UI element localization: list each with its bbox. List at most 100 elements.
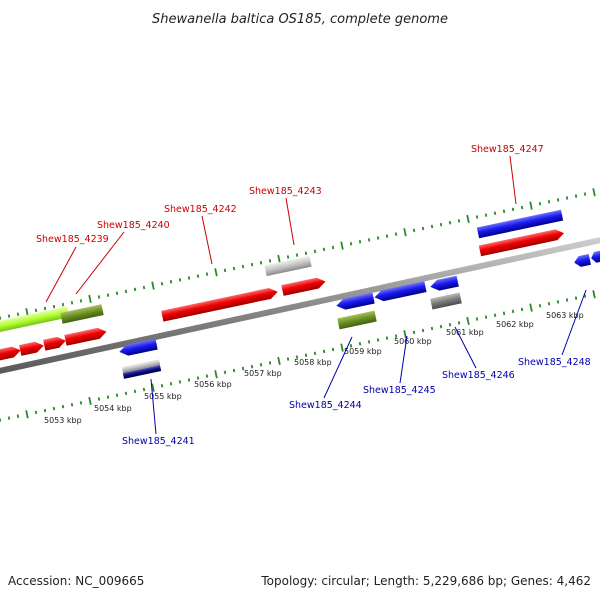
gene-label-forward: Shew185_4247: [471, 144, 544, 205]
minor-tick: [142, 285, 146, 290]
major-tick: [88, 294, 92, 304]
minor-tick: [196, 376, 200, 380]
minor-tick: [430, 326, 434, 331]
minor-tick: [133, 287, 137, 292]
other-feature: [122, 365, 162, 379]
major-tick: [466, 316, 470, 326]
upper-tick-ring: [0, 188, 596, 320]
minor-tick: [16, 414, 20, 418]
gene-name: Shew185_4241: [122, 436, 195, 447]
minor-tick: [331, 245, 335, 250]
minor-tick: [268, 259, 272, 263]
rna-feature: [264, 255, 312, 277]
cds-reverse-arrow: [574, 253, 591, 267]
minor-tick: [583, 192, 587, 196]
minor-tick: [241, 264, 245, 269]
major-tick: [88, 396, 92, 406]
scale-label: 5059 kbp: [344, 347, 382, 356]
minor-tick: [313, 249, 317, 254]
leader-line: [75, 231, 125, 295]
scale-label: 5054 kbp: [94, 404, 132, 413]
accession-label: Accession: NC_009665: [8, 574, 145, 588]
backbone-line: [0, 237, 600, 374]
leader-line: [561, 289, 587, 356]
minor-tick: [385, 234, 389, 238]
other-feature: [60, 304, 104, 324]
minor-tick: [358, 240, 362, 244]
gene-label-reverse: Shew185_4246: [442, 326, 515, 381]
minor-tick: [574, 296, 578, 300]
minor-tick: [34, 308, 38, 313]
minor-tick: [583, 294, 587, 298]
minor-tick: [376, 236, 380, 240]
cds-reverse-arrow: [119, 338, 158, 356]
other-feature: [430, 292, 462, 310]
gene-label-reverse: Shew185_4245: [363, 335, 436, 396]
major-tick: [529, 201, 533, 210]
minor-tick: [322, 247, 326, 252]
minor-tick: [421, 328, 425, 333]
minor-tick: [160, 383, 164, 388]
minor-tick: [187, 378, 191, 382]
scale-label: 5056 kbp: [194, 380, 232, 389]
minor-tick: [538, 303, 542, 308]
minor-tick: [394, 334, 398, 338]
minor-tick: [223, 370, 227, 375]
minor-tick: [79, 401, 83, 405]
minor-tick: [52, 304, 56, 309]
leader-line: [45, 246, 77, 303]
scale-labels: 5053 kbp 5054 kbp 5055 kbp 5056 kbp 5057 kbp…: [44, 311, 584, 425]
minor-tick: [520, 307, 524, 312]
minor-tick: [511, 309, 515, 314]
gene-name: Shew185_4240: [97, 220, 170, 231]
minor-tick: [70, 403, 74, 407]
minor-tick: [268, 361, 272, 365]
cds-reverse-arrow: [374, 281, 427, 302]
minor-tick: [259, 362, 263, 367]
other-feature: [337, 310, 377, 330]
map-title: Shewanella baltica OS185, complete genom…: [152, 12, 448, 27]
minor-tick: [241, 366, 245, 371]
major-tick: [277, 254, 281, 264]
minor-tick: [97, 295, 101, 299]
minor-tick: [106, 293, 110, 297]
minor-tick: [385, 336, 389, 340]
minor-tick: [331, 347, 335, 352]
minor-tick: [70, 301, 74, 305]
minor-tick: [61, 404, 65, 409]
gene-name: Shew185_4248: [518, 357, 591, 368]
minor-tick: [484, 315, 488, 319]
leader-line: [150, 378, 157, 435]
gene-label-reverse: Shew185_4244: [289, 336, 362, 411]
minor-tick: [349, 241, 353, 246]
minor-tick: [448, 220, 452, 225]
cds-forward-arrow: [64, 327, 107, 346]
major-tick: [277, 356, 281, 366]
cds-forward-arrow: [43, 336, 66, 351]
minor-tick: [493, 211, 497, 215]
minor-tick: [295, 253, 299, 257]
major-tick: [25, 410, 29, 419]
minor-tick: [133, 389, 137, 394]
minor-tick: [556, 198, 560, 202]
minor-tick: [178, 278, 182, 282]
minor-tick: [565, 196, 569, 200]
scale-label: 5063 kbp: [546, 311, 584, 320]
minor-tick: [7, 416, 11, 420]
minor-tick: [349, 343, 353, 348]
minor-tick: [124, 289, 128, 294]
gene-name: Shew185_4242: [164, 204, 237, 215]
minor-tick: [34, 410, 38, 415]
minor-tick: [52, 406, 56, 411]
minor-tick: [520, 205, 524, 210]
major-tick: [340, 241, 344, 250]
scale-label: 5053 kbp: [44, 416, 82, 425]
minor-tick: [187, 276, 191, 280]
minor-tick: [250, 262, 254, 267]
minor-tick: [232, 266, 236, 271]
minor-tick: [367, 238, 371, 242]
gene-labels: Shew185_4239 Shew185_4240 Shew185_4242 Shew…: [36, 144, 591, 447]
major-tick: [340, 343, 344, 352]
minor-tick: [196, 274, 200, 278]
